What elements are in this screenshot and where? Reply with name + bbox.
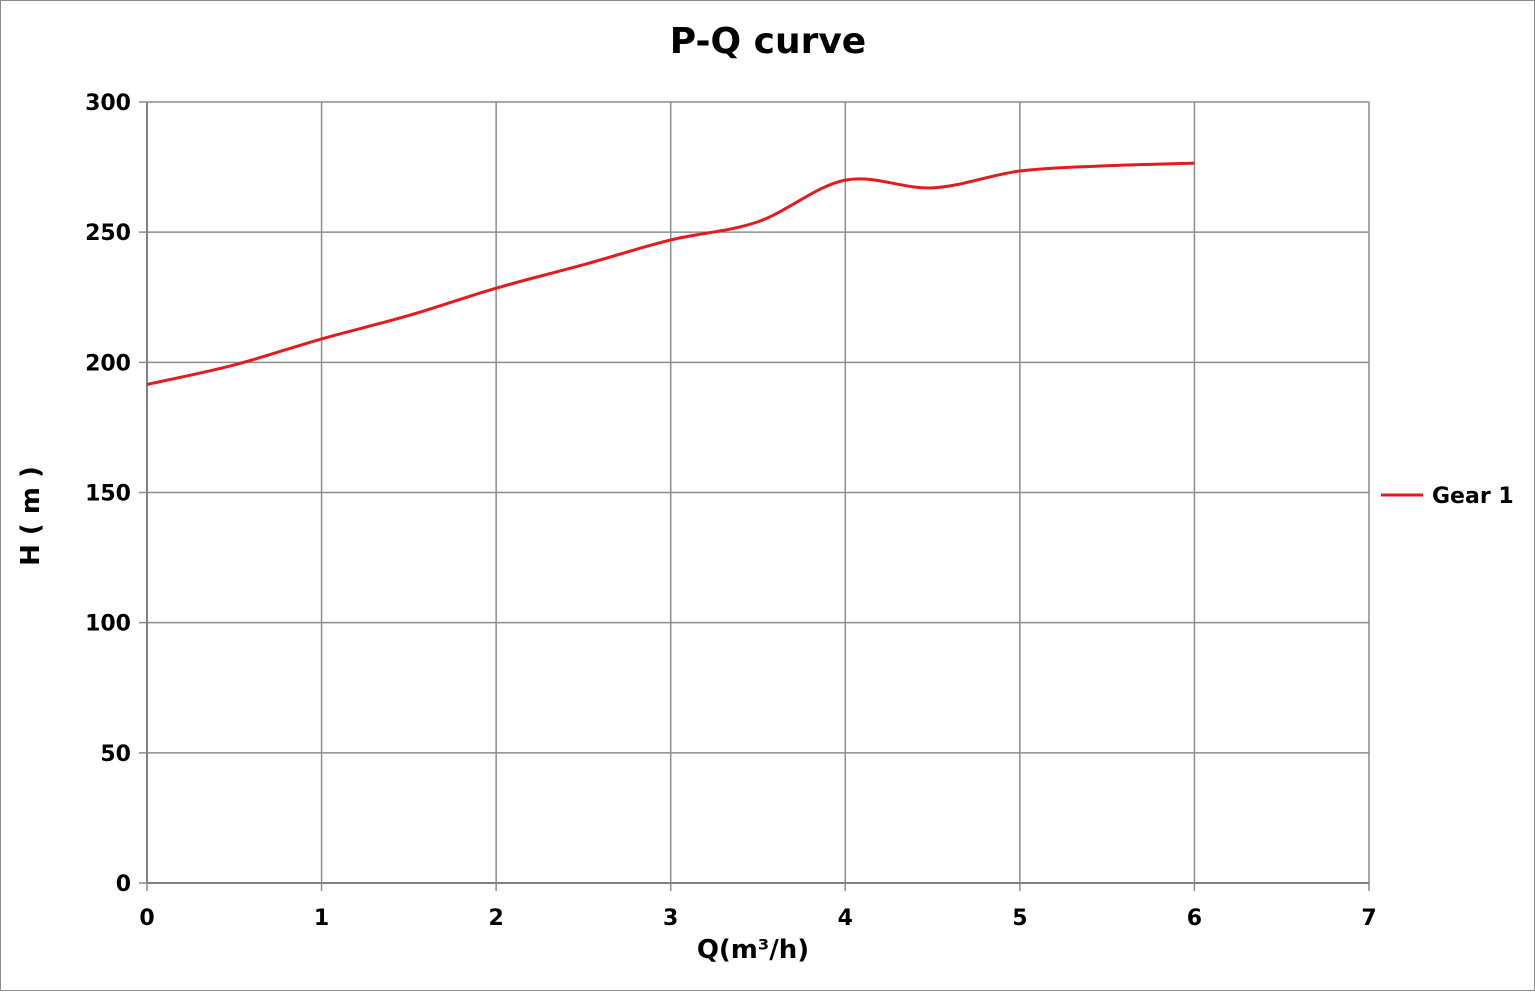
x-tick-label: 0	[139, 906, 154, 931]
grid-layer	[139, 101, 1370, 891]
tick-layer: 0 50 100 150 200 250 300 0 1 2 3 4 5 6 7	[85, 91, 1377, 931]
x-axis-label: Q(m³/h)	[697, 935, 809, 965]
y-tick-label: 200	[85, 351, 131, 376]
y-tick-label: 250	[85, 221, 131, 246]
series-layer	[146, 161, 1195, 386]
y-tick-label: 100	[85, 612, 131, 637]
x-tick-label: 6	[1187, 906, 1202, 931]
y-tick-label: 0	[116, 872, 131, 897]
series-line-gear-1	[146, 161, 1195, 386]
legend-label-gear-1: Gear 1	[1432, 484, 1514, 509]
y-axis-label: H ( m )	[16, 466, 46, 566]
legend: Gear 1	[1381, 484, 1514, 509]
x-tick-label: 1	[314, 906, 329, 931]
x-tick-label: 7	[1361, 906, 1376, 931]
x-tick-label: 5	[1012, 906, 1027, 931]
y-tick-label: 150	[85, 482, 131, 507]
y-tick-label: 50	[100, 742, 131, 767]
x-tick-label: 2	[488, 906, 503, 931]
y-tick-label: 300	[85, 91, 131, 116]
x-tick-label: 4	[838, 906, 853, 931]
x-tick-label: 3	[663, 906, 678, 931]
chart-title: P-Q curve	[670, 21, 866, 62]
